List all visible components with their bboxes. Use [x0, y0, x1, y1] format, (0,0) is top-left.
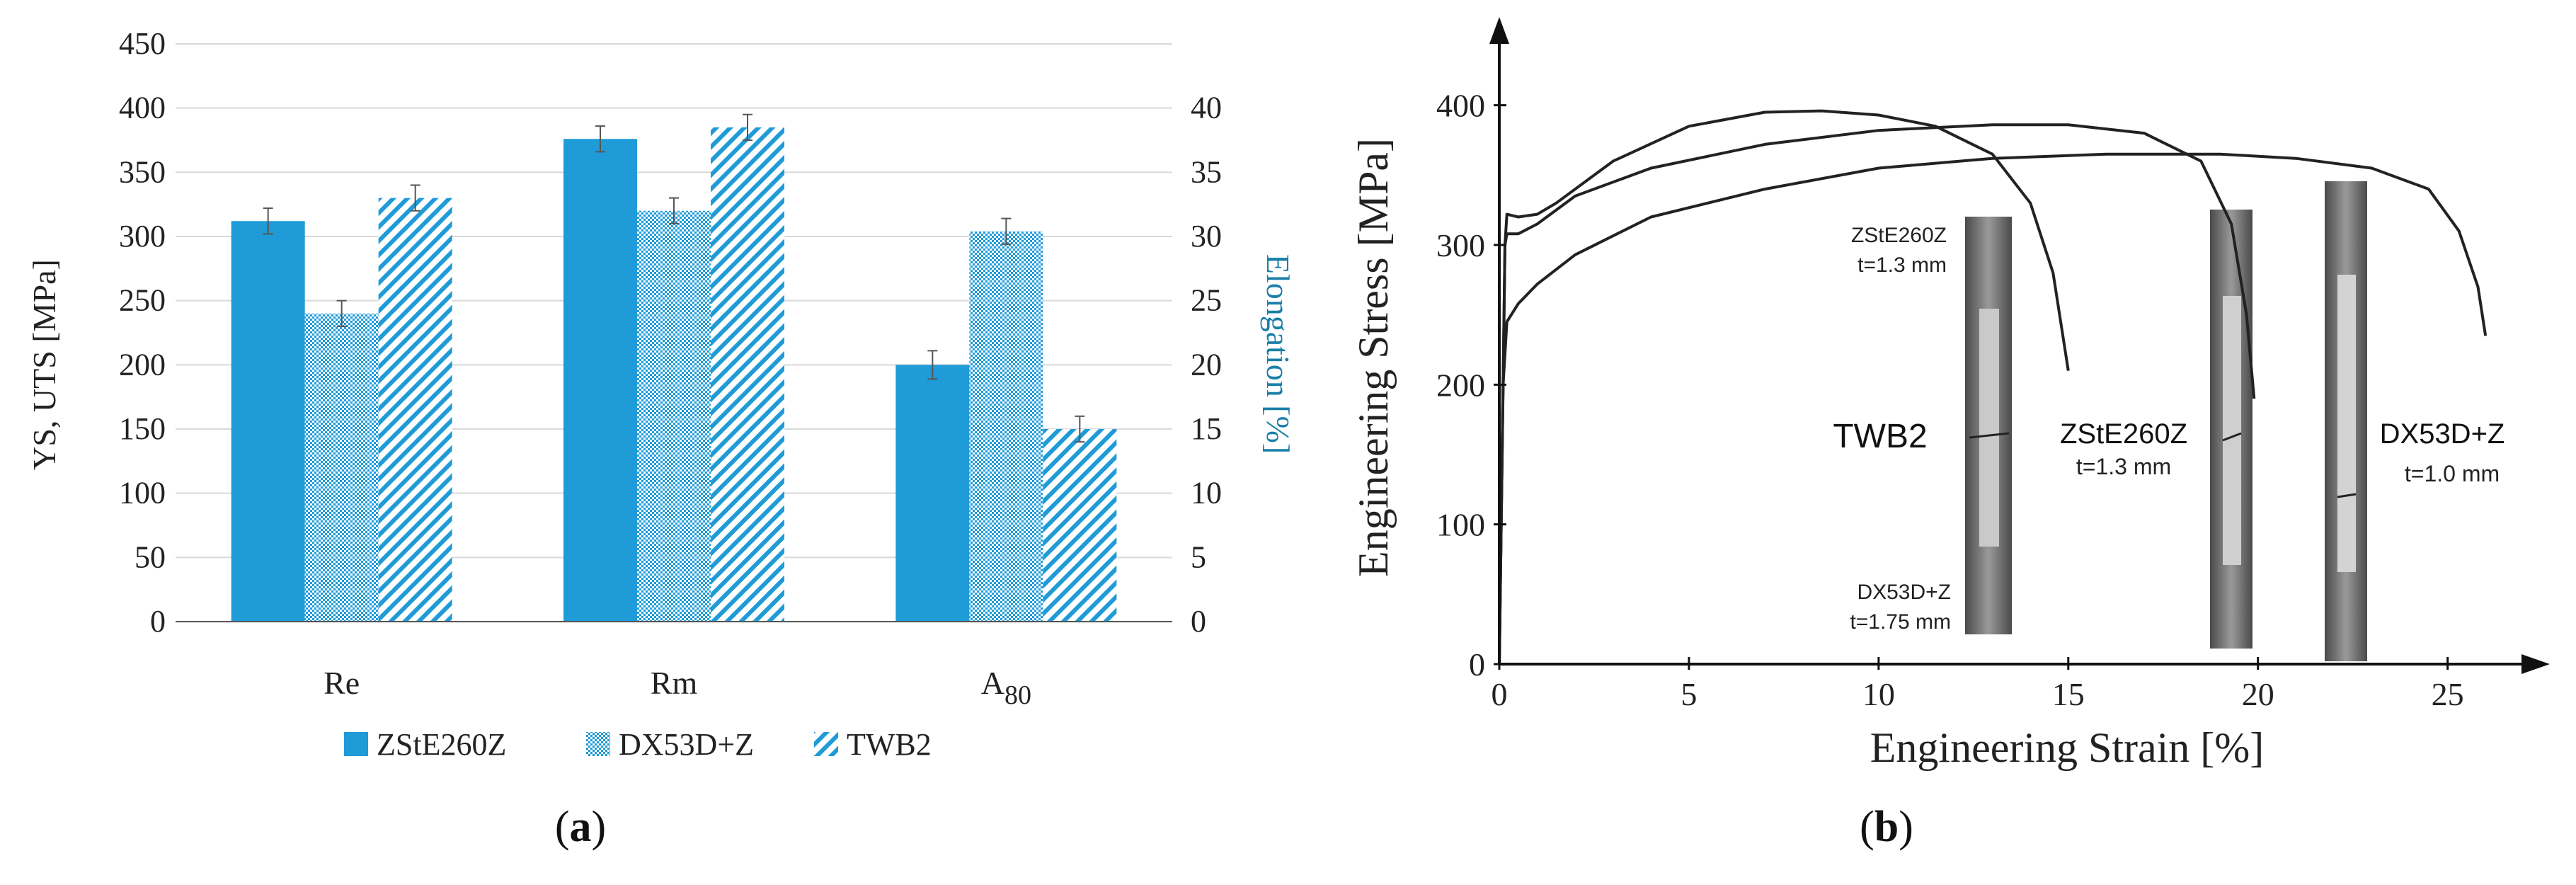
- bar-dx53dz-rm: [637, 210, 711, 622]
- x-axis-arrow: [2521, 654, 2550, 674]
- y-tick-label: 100: [119, 476, 166, 510]
- category-label: Rm: [651, 665, 698, 701]
- bar-twb2-rm: [711, 127, 784, 622]
- y2-tick-label: 5: [1191, 539, 1206, 574]
- bar-zste260z-re: [231, 221, 305, 622]
- y2-tick-label: 35: [1191, 154, 1222, 189]
- y-axis-title: YS, UTS [MPa]: [26, 259, 62, 470]
- y2-axis-ticks: 0 5 10 15 20 25 30 35 40: [1191, 91, 1222, 639]
- legend-label-twb2: TWB2: [847, 727, 932, 762]
- specimen-photo-zste260z: [2210, 210, 2252, 649]
- y-tick-label: 200: [1436, 367, 1485, 403]
- y-tick-label: 0: [150, 604, 166, 639]
- y-tick-label: 400: [119, 91, 166, 125]
- legend: ZStE260Z DX53D+Z TWB2: [344, 727, 932, 762]
- panel-label-b: (b): [1860, 803, 1913, 851]
- specimen-label-zste260z: ZStE260Z: [2060, 418, 2187, 450]
- panel-letter-a: a: [570, 803, 592, 851]
- y2-tick-label: 25: [1191, 283, 1222, 318]
- bar-dx53dz-re: [304, 313, 379, 622]
- specimen-thickness-bottom: t=1.75 mm: [1850, 610, 1951, 634]
- y-axis-title: Engineering Stress [MPa]: [1350, 138, 1397, 577]
- bar-zste260z-a80: [895, 365, 970, 622]
- specimen-label-dx53d: DX53D+Z: [2380, 418, 2505, 450]
- x-tick-label: 20: [2242, 676, 2274, 712]
- x-tick-label: 5: [1681, 676, 1697, 712]
- y-axis-arrow: [1489, 17, 1509, 44]
- bar-twb2-re: [378, 198, 452, 622]
- axes: [1489, 17, 2550, 674]
- legend-label-dx53d: DX53D+Z: [619, 727, 754, 762]
- y-axis-ticks: 0 100 200 300 400: [1436, 88, 1506, 683]
- legend-swatch-zste260z: [344, 732, 368, 756]
- y2-tick-label: 30: [1191, 219, 1222, 253]
- specimen-label-top: ZStE260Z: [1851, 224, 1947, 247]
- y-tick-label: 450: [119, 26, 166, 61]
- specimen-label-bottom: DX53D+Z: [1857, 581, 1951, 604]
- category-label: Re: [324, 665, 360, 701]
- legend-swatch-dx53d: [586, 732, 610, 756]
- y-tick-label: 100: [1436, 507, 1485, 543]
- specimen-photo-dx53d: [2325, 181, 2367, 661]
- y-axis-ticks: 0 50 100 150 200 250 300 350 400 450: [119, 26, 166, 639]
- specimen-name-twb2: TWB2: [1833, 418, 1927, 455]
- x-axis-ticks: 0 5 10 15 20 25: [1492, 657, 2464, 712]
- x-axis-title: Engineering Strain [%]: [1870, 724, 2265, 771]
- category-labels: Re Rm A80: [324, 665, 1031, 710]
- specimen-thickness-dx53d: t=1.0 mm: [2405, 461, 2500, 486]
- y-tick-label: 300: [119, 219, 166, 253]
- y2-axis-title: Elongation [%]: [1260, 254, 1296, 454]
- curve-zste260z: [1498, 123, 2256, 665]
- y-tick-label: 150: [119, 411, 166, 446]
- y-tick-label: 0: [1469, 646, 1485, 683]
- y-tick-label: 300: [1436, 227, 1485, 263]
- y-tick-label: 350: [119, 154, 166, 189]
- x-tick-label: 15: [2052, 676, 2085, 712]
- bar-zste260z-rm: [563, 139, 637, 622]
- y2-tick-label: 40: [1191, 91, 1222, 125]
- panel-label-a: (a): [555, 803, 606, 851]
- x-tick-label: 10: [1862, 676, 1895, 712]
- legend-swatch-twb2: [814, 732, 838, 756]
- bar-twb2-a80: [1043, 429, 1117, 622]
- y-tick-label: 200: [119, 347, 166, 382]
- y-tick-label: 250: [119, 283, 166, 318]
- specimen-photo-twb2: [1965, 217, 2012, 634]
- y-tick-label: 50: [134, 539, 166, 574]
- y2-tick-label: 15: [1191, 411, 1222, 446]
- x-tick-label: 25: [2432, 676, 2464, 712]
- bar-dx53dz-a80: [969, 231, 1043, 622]
- curve-twb2: [1498, 109, 2070, 665]
- category-label: A80: [981, 665, 1031, 710]
- y-tick-label: 400: [1436, 88, 1485, 124]
- bar-chart-panel: 0 50 100 150 200 250 300 350 400 450 0 5 10 15 20 25 30…: [26, 26, 1296, 851]
- specimen-thickness-top: t=1.3 mm: [1857, 253, 1947, 277]
- legend-label-zste260z: ZStE260Z: [377, 727, 506, 762]
- y2-tick-label: 10: [1191, 476, 1222, 510]
- specimen-thickness-zste260z: t=1.3 mm: [2076, 454, 2171, 479]
- x-tick-label: 0: [1492, 676, 1508, 712]
- stress-strain-curves: [1498, 109, 2488, 665]
- error-bars: [263, 113, 1085, 443]
- panel-letter-b: b: [1874, 803, 1899, 851]
- curve-dx53dz: [1498, 152, 2488, 665]
- y2-tick-label: 0: [1191, 604, 1206, 639]
- bars: [231, 127, 1117, 622]
- y2-tick-label: 20: [1191, 347, 1222, 382]
- stress-strain-panel: 0 5 10 15 20 25 0 100 200 300 400 Engineering Str…: [1350, 17, 2550, 851]
